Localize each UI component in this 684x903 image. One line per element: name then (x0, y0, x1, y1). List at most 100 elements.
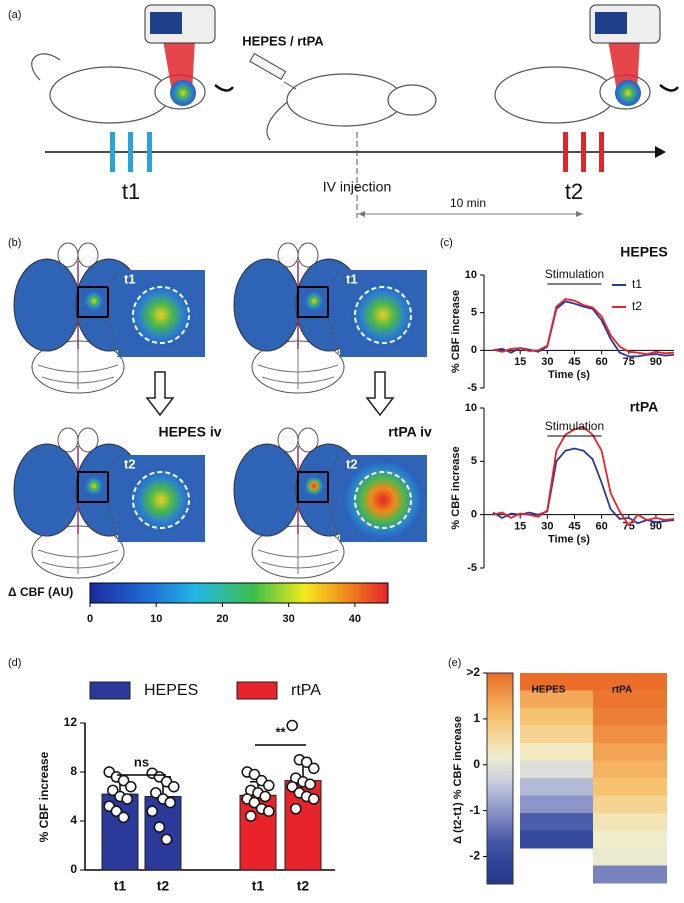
y-axis-label: Δ (t2-t1) % CBF increase (452, 716, 464, 844)
session-label: t2 (565, 179, 583, 204)
annotation: Stimulation (545, 267, 604, 281)
y-tick-label: 1 (473, 711, 480, 725)
data-point (308, 762, 320, 775)
inset-activation (129, 283, 193, 347)
heatmap-cell (593, 830, 667, 849)
x-tick-label: t1 (252, 878, 265, 894)
inset-activation (351, 283, 415, 347)
x-tick-label: 60 (595, 521, 607, 533)
roi (297, 471, 329, 503)
inset-label: t1 (346, 271, 358, 286)
data-point (248, 768, 261, 781)
heatmap-cell (593, 778, 667, 796)
y-tick-label: -5 (467, 562, 477, 574)
inset-activation (129, 468, 193, 532)
heatmap-cell (520, 690, 593, 709)
legend-swatch (89, 681, 131, 700)
heatmap-cell (593, 795, 667, 814)
x-tick-label: 40 (349, 613, 361, 625)
legend-label: t1 (632, 277, 642, 291)
y-tick-label: -1 (469, 803, 480, 817)
panel-label: (c) (440, 237, 453, 249)
column-label: HEPES (532, 685, 566, 696)
heatmap-cell (520, 830, 593, 849)
x-tick-label: 75 (623, 356, 635, 368)
syringe (249, 52, 297, 90)
inset-roi (132, 471, 190, 529)
arrow-head (358, 211, 365, 217)
laser-device (144, 4, 679, 106)
heatmap-cell (520, 673, 593, 691)
significance-label: ** (275, 724, 286, 739)
data-point (150, 787, 162, 799)
connector (107, 454, 119, 543)
inset-roi (354, 286, 412, 344)
heatmap-cell (593, 848, 667, 866)
connector (107, 269, 119, 358)
heatmap-cell (593, 673, 667, 691)
x-axis-label: Time (s) (548, 534, 590, 546)
x-tick-label: t2 (297, 878, 310, 894)
session-marks (563, 132, 604, 172)
data-point (259, 790, 271, 803)
data-point (125, 780, 137, 793)
y-tick-label: 10 (465, 269, 477, 281)
heatmap-cell (593, 743, 667, 761)
y-tick-label: 12 (64, 715, 78, 729)
heatmap-cell (593, 760, 667, 779)
chart-title: HEPES (620, 244, 667, 260)
y-tick-label: -2 (469, 849, 480, 863)
activation (304, 476, 324, 496)
olfactory-bulb (77, 427, 99, 453)
arrow (365, 371, 395, 417)
activation (84, 291, 104, 311)
x-tick-label: 30 (283, 613, 295, 625)
significance-label: ns (134, 754, 149, 769)
hemisphere (233, 443, 301, 537)
hemisphere (13, 443, 81, 537)
olfactory-bulb (297, 427, 319, 453)
treatment-label: rtPA iv (388, 424, 432, 440)
x-tick-label: 10 (150, 613, 162, 625)
arrow (145, 371, 175, 417)
x-tick-label: 15 (514, 356, 526, 368)
cerebellum-folds (257, 530, 339, 574)
heatmap-cell (593, 708, 667, 726)
chart-title: rtPA (630, 399, 659, 415)
y-axis-label: % CBF increase (37, 751, 51, 842)
treatment: HEPES / rtPA (242, 33, 324, 48)
y-tick-label: 0 (471, 509, 477, 521)
roi (77, 471, 109, 503)
heatmap-cell (520, 743, 593, 761)
heatmap-cell (593, 813, 667, 831)
roi (77, 286, 109, 318)
y-axis-label: % CBF increase (450, 290, 462, 373)
data-point (121, 793, 133, 805)
arrow-head (576, 211, 583, 217)
data-point (110, 805, 123, 817)
connector (327, 454, 341, 543)
panel-b: t1 t1 t2 t2 (13, 242, 427, 579)
session-marks (110, 132, 152, 172)
heatmap-cell (520, 708, 593, 726)
x-tick-label: t2 (157, 878, 170, 894)
activation (304, 291, 324, 311)
column-label: rtPA (612, 685, 632, 696)
cerebellum-folds (257, 345, 339, 389)
panel-label: (b) (8, 237, 21, 249)
legend-label: rtPA (291, 682, 321, 699)
colorbar (486, 672, 514, 885)
panel-label: (d) (8, 657, 21, 669)
data-point (168, 780, 180, 793)
y-tick-label: 0 (70, 862, 77, 876)
y-tick-label: 0 (471, 344, 477, 356)
data-point (146, 805, 158, 817)
heatmap-cell (593, 690, 667, 709)
hemisphere (233, 258, 301, 352)
inset-label: t2 (346, 456, 358, 471)
y-tick-label: 0 (473, 757, 480, 771)
data-point (286, 719, 298, 732)
connector (327, 269, 341, 358)
data-point (263, 805, 275, 817)
